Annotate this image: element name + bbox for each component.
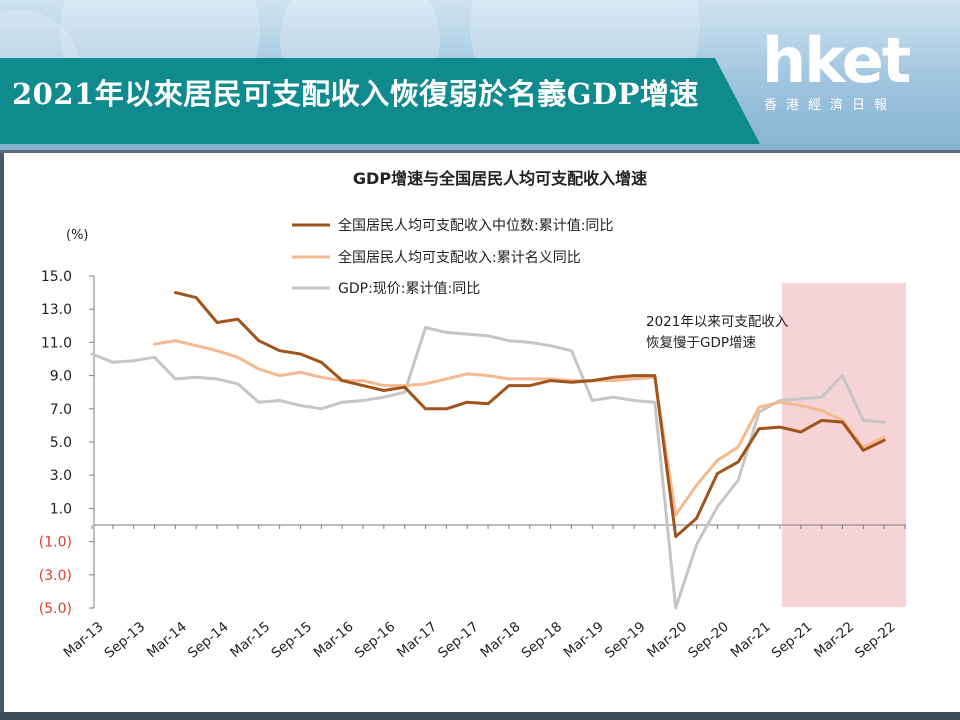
highlight-band (781, 283, 906, 607)
y-tick-label: 9.0 (50, 369, 72, 385)
series-line-1 (173, 291, 886, 539)
page-title: 2021年以來居民可支配收入恢復弱於名義GDP增速 (12, 77, 699, 111)
x-tick-label: Mar-22 (811, 619, 857, 661)
y-tick-label: 15.0 (41, 269, 72, 285)
series-lines (90, 291, 886, 610)
hket-logo-subtitle: 香港經濟日報 (764, 98, 897, 113)
x-tick-label: Sep-14 (185, 619, 232, 662)
x-tick-label: Sep-15 (268, 619, 315, 662)
x-tick-label: Sep-20 (685, 619, 732, 662)
title-band (0, 58, 760, 144)
series-line-2 (153, 339, 886, 517)
x-tick-label: Sep-13 (102, 619, 149, 662)
chart-title: GDP增速与全国居民人均可支配收入增速 (353, 169, 647, 188)
x-tick-label: Sep-18 (519, 619, 566, 662)
y-tick-label: (3.0) (39, 568, 72, 584)
y-tick-label: (5.0) (39, 601, 72, 617)
y-tick-label: 7.0 (50, 402, 72, 418)
x-tick-label: Mar-21 (728, 619, 774, 661)
content-left-border (0, 153, 4, 720)
hket-logo: hket (762, 24, 911, 97)
y-tick-label: 5.0 (50, 435, 72, 451)
y-axis-unit: (%) (66, 228, 89, 243)
y-tick-label: 3.0 (50, 468, 72, 484)
content-bottom-border (0, 712, 960, 720)
x-tick-label: Sep-17 (435, 619, 482, 662)
x-tick-label: Sep-19 (602, 619, 649, 662)
legend-label: GDP:现价:累计值:同比 (338, 281, 480, 297)
y-tick-label: 13.0 (41, 302, 72, 318)
x-tick-label: Mar-19 (561, 619, 607, 661)
legend-label: 全国居民人均可支配收入:累计名义同比 (338, 249, 581, 266)
x-tick-label: Mar-18 (477, 619, 523, 661)
x-tick-label: Mar-15 (227, 619, 273, 661)
x-tick-label: Sep-21 (769, 619, 816, 662)
annotation-text: 2021年以来可支配收入 (646, 314, 789, 330)
x-tick-label: Sep-16 (352, 619, 399, 662)
x-tick-label: Mar-14 (144, 619, 190, 661)
y-tick-label: 11.0 (41, 335, 72, 351)
annotation-text: 恢复慢于GDP增速 (646, 334, 756, 351)
x-tick-label: Mar-13 (61, 619, 107, 661)
highlight-region (781, 283, 906, 607)
x-tick-label: Mar-20 (644, 619, 690, 661)
series-line-3 (90, 326, 886, 610)
legend-label: 全国居民人均可支配收入中位数:累计值:同比 (338, 217, 613, 234)
content-top-border (0, 150, 960, 153)
y-tick-label: (1.0) (39, 535, 72, 551)
y-tick-label: 1.0 (50, 501, 72, 517)
x-tick-label: Mar-17 (394, 619, 440, 661)
x-tick-label: Sep-22 (852, 619, 899, 662)
x-tick-label: Mar-16 (311, 619, 357, 661)
